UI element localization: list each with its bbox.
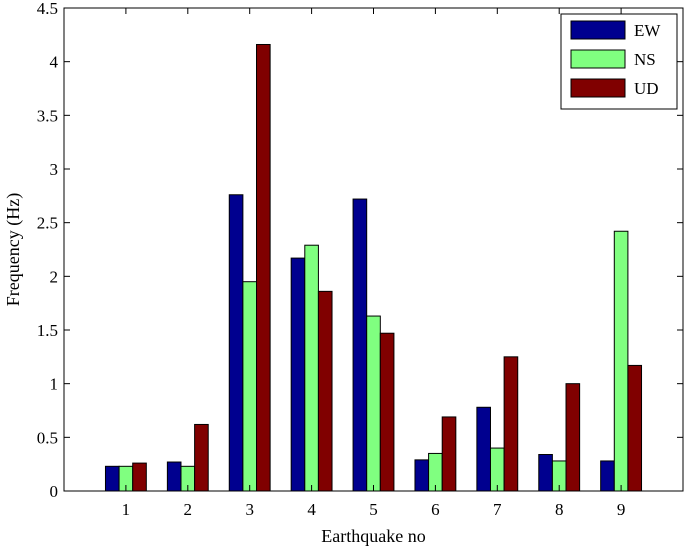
y-tick-label: 0.5 bbox=[37, 428, 58, 447]
bar-ew-9 bbox=[600, 460, 615, 492]
y-tick-label: 3.5 bbox=[37, 106, 58, 125]
y-tick-label: 0 bbox=[50, 482, 59, 501]
x-tick-label: 9 bbox=[617, 500, 626, 519]
x-tick-label: 7 bbox=[493, 500, 502, 519]
legend-label-ud: UD bbox=[634, 79, 659, 98]
bar-ud-6 bbox=[441, 416, 457, 492]
bar-ud-5 bbox=[379, 332, 395, 492]
legend-swatch-ud bbox=[570, 78, 626, 98]
legend-swatch-ns bbox=[570, 49, 626, 69]
x-tick-label: 8 bbox=[555, 500, 564, 519]
bar-ns-3 bbox=[242, 281, 258, 492]
bar-ew-4 bbox=[290, 257, 306, 492]
bar-ud-8 bbox=[565, 383, 581, 492]
y-tick-label: 2 bbox=[50, 267, 59, 286]
bar-ew-6 bbox=[414, 459, 430, 492]
legend-swatch-ew bbox=[570, 20, 626, 40]
bars-layer bbox=[104, 43, 643, 492]
x-axis: 1 2 3 4 5 6 7 8 9 bbox=[122, 8, 626, 519]
bar-ns-7 bbox=[489, 447, 505, 492]
x-tick-label: 2 bbox=[184, 500, 193, 519]
bar-ud-9 bbox=[627, 364, 643, 492]
y-tick-label: 2.5 bbox=[37, 214, 58, 233]
bar-ew-2 bbox=[166, 461, 182, 492]
legend: EW NS UD bbox=[560, 13, 678, 110]
x-tick-label: 6 bbox=[431, 500, 440, 519]
bar-ud-7 bbox=[503, 356, 519, 492]
bar-ns-5 bbox=[366, 315, 381, 492]
y-tick-label: 3 bbox=[50, 160, 59, 179]
bar-ud-3 bbox=[256, 43, 271, 492]
bar-ew-7 bbox=[476, 406, 491, 492]
x-tick-label: 3 bbox=[245, 500, 254, 519]
bar-ew-8 bbox=[538, 454, 553, 492]
bar-ud-4 bbox=[317, 290, 333, 492]
bar-ud-1 bbox=[132, 462, 147, 492]
y-tick-label: 4 bbox=[50, 53, 59, 72]
bar-ns-4 bbox=[304, 244, 319, 492]
bar-ew-1 bbox=[104, 465, 120, 492]
x-tick-label: 1 bbox=[122, 500, 131, 519]
x-tick-label: 5 bbox=[369, 500, 378, 519]
y-tick-label: 1.5 bbox=[37, 321, 58, 340]
y-axis-label: Frequency (Hz) bbox=[3, 193, 24, 306]
y-axis: 0 0.5 1 1.5 2 2.5 3 3.5 4 4.5 bbox=[37, 0, 683, 501]
x-axis-label: Earthquake no bbox=[321, 526, 425, 546]
bar-ns-9 bbox=[613, 230, 629, 492]
bar-ud-2 bbox=[194, 423, 209, 492]
x-tick-label: 4 bbox=[307, 500, 316, 519]
y-tick-label: 1 bbox=[50, 375, 59, 394]
legend-label-ns: NS bbox=[634, 50, 656, 69]
bar-ew-5 bbox=[352, 198, 368, 492]
legend-label-ew: EW bbox=[634, 21, 661, 40]
y-tick-label: 4.5 bbox=[37, 0, 58, 18]
bar-ew-3 bbox=[228, 194, 244, 492]
